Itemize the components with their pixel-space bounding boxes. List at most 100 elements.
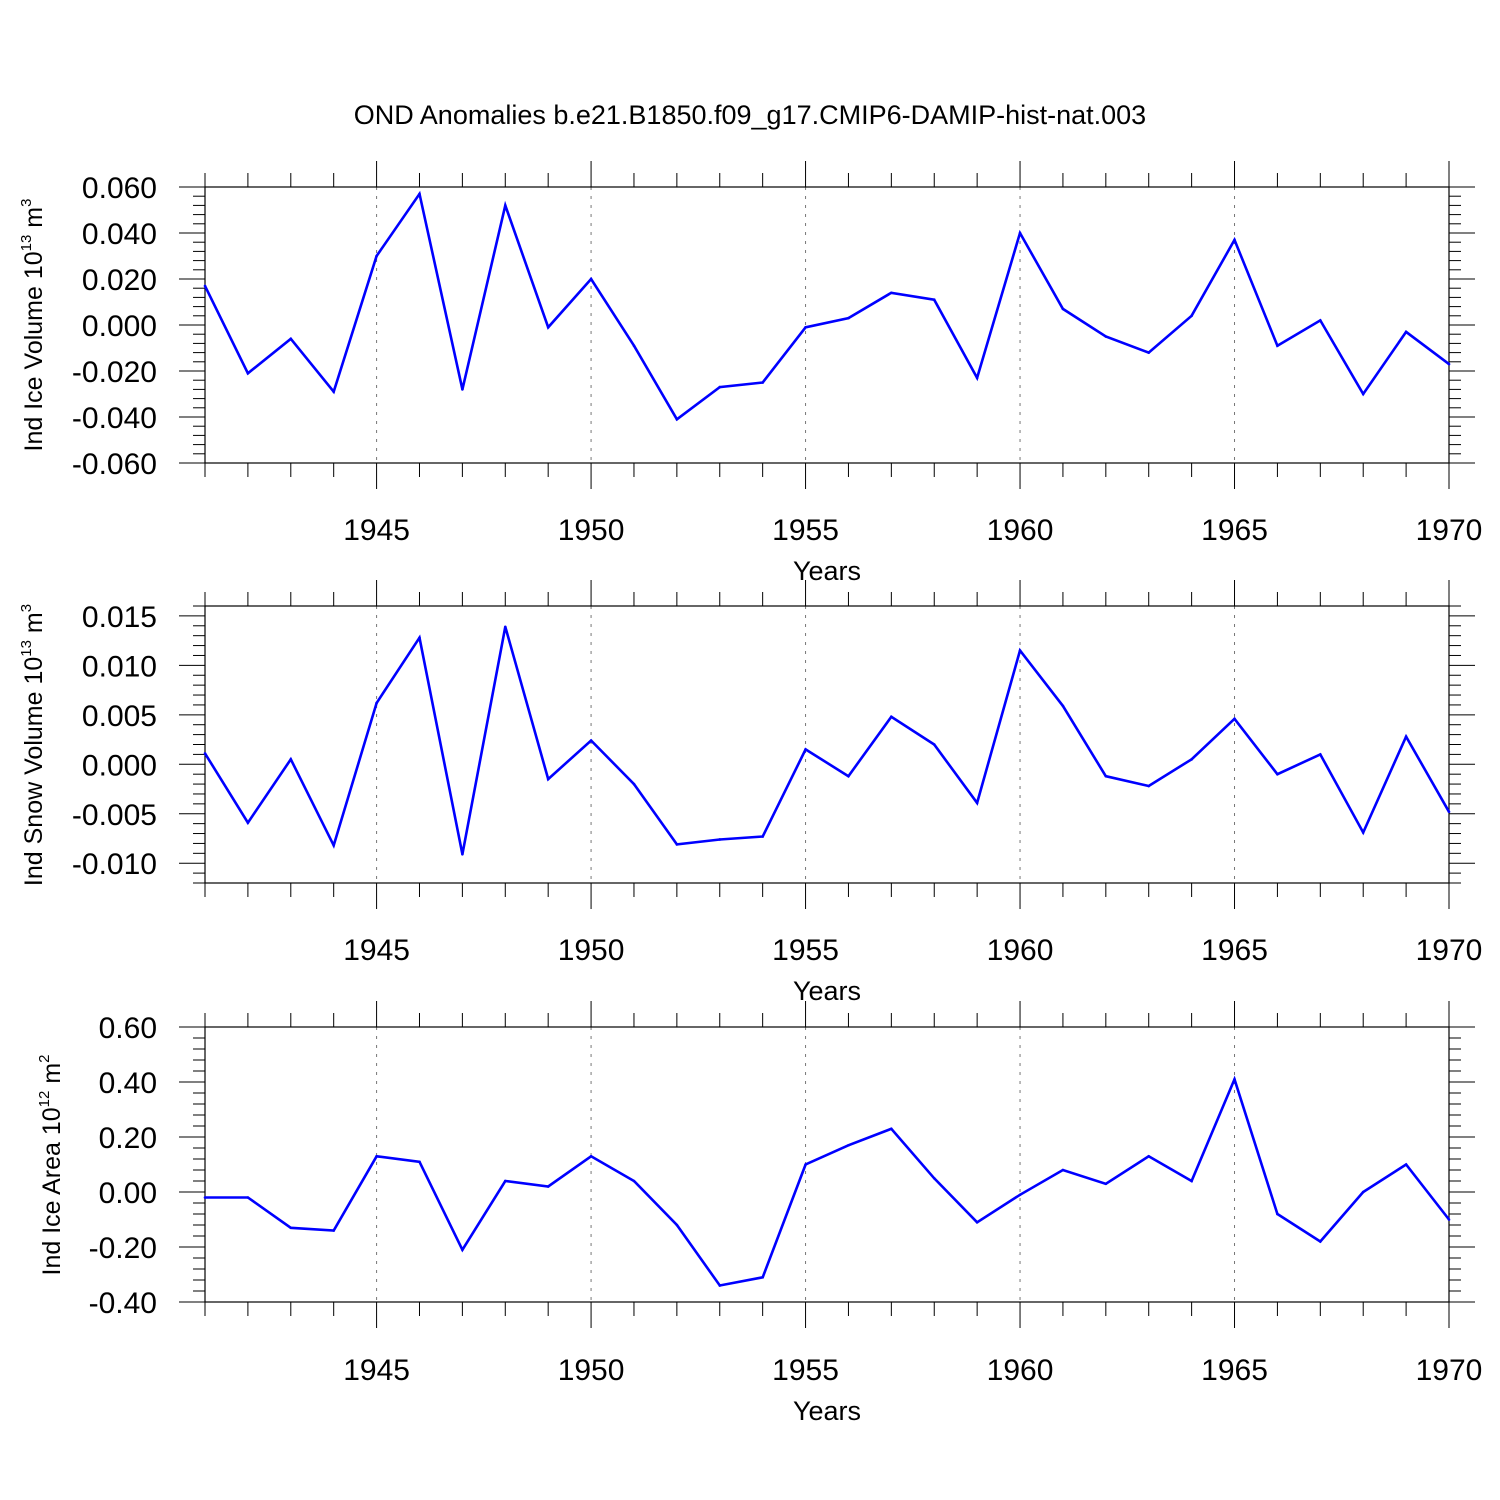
data-point	[1147, 351, 1151, 354]
data-point	[1447, 810, 1451, 814]
plot-frame	[204, 1026, 1450, 1303]
data-point	[718, 1284, 722, 1287]
data-point	[1190, 314, 1193, 318]
data-point	[975, 1220, 979, 1224]
data-point	[203, 752, 207, 755]
data-point	[761, 381, 764, 384]
y-tick-label: 0.015	[82, 601, 157, 634]
data-point	[203, 1196, 207, 1199]
data-point	[1276, 344, 1279, 348]
data-point	[1018, 231, 1022, 235]
data-point	[546, 326, 550, 329]
data-point	[461, 853, 464, 856]
y-tick-label: 0.020	[82, 264, 157, 297]
data-point	[589, 739, 593, 742]
data-point	[1233, 717, 1236, 721]
chart-panel-1: -0.060 -0.040 -0.020 0.000 0.020 0.040 0.060 19…	[18, 161, 1482, 586]
y-tick-label: 0.40	[99, 1067, 157, 1100]
data-point	[418, 192, 421, 196]
x-tick-label: 1955	[772, 514, 839, 547]
data-point	[503, 204, 507, 207]
data-point	[461, 388, 464, 391]
series-line	[203, 626, 1451, 855]
x-tick-label: 1945	[343, 1354, 410, 1387]
data-point	[675, 1223, 679, 1227]
y-tick-label: -0.005	[72, 799, 157, 832]
data-point	[1104, 335, 1108, 338]
x-tick-label: 1955	[772, 1354, 839, 1387]
x-axis-label: Years	[793, 1396, 861, 1426]
y-tick-label: -0.40	[89, 1287, 157, 1320]
plot-frame	[204, 605, 1450, 884]
data-point	[1404, 1163, 1408, 1166]
data-point	[1018, 1193, 1022, 1197]
x-tick-label: 1960	[987, 934, 1054, 967]
data-point	[632, 1179, 636, 1183]
data-point	[546, 777, 550, 781]
data-point	[289, 1226, 293, 1230]
x-axis-label: Years	[793, 976, 861, 1006]
y-tick-label: 0.005	[82, 700, 157, 733]
data-point	[1276, 772, 1279, 776]
data-point	[1233, 238, 1236, 242]
data-point	[675, 418, 679, 421]
data-point	[847, 1143, 850, 1147]
x-tick-label: 1965	[1201, 934, 1268, 967]
y-tick-label: -0.060	[72, 448, 157, 481]
plot-frame	[204, 186, 1450, 464]
data-point	[890, 715, 893, 719]
x-tick-label: 1945	[343, 514, 410, 547]
y-tick-label: -0.020	[72, 356, 157, 389]
data-point	[890, 291, 893, 295]
y-tick-label: 0.60	[99, 1012, 157, 1045]
data-point	[932, 743, 936, 746]
data-point	[1147, 784, 1151, 788]
data-point	[375, 1154, 378, 1158]
data-point	[246, 372, 250, 375]
data-point	[1447, 362, 1451, 366]
y-axis-label: Ind Ice Area 1012 m2	[36, 1055, 66, 1276]
y-axis-label: Ind Ice Volume 1013 m3	[18, 199, 48, 452]
data-point	[1361, 1190, 1365, 1194]
y-tick-label: -0.010	[72, 848, 157, 881]
data-point	[289, 758, 293, 761]
data-point	[589, 1154, 593, 1158]
x-tick-label: 1950	[558, 514, 625, 547]
data-point	[1361, 392, 1365, 396]
data-point	[804, 748, 807, 751]
data-point	[761, 1275, 764, 1279]
data-point	[761, 835, 764, 838]
data-point	[1319, 1240, 1322, 1243]
data-point	[1147, 1154, 1151, 1158]
data-point	[332, 844, 335, 847]
data-point	[289, 337, 293, 341]
data-point	[332, 1229, 335, 1232]
data-point	[847, 774, 850, 778]
y-tick-label: 0.060	[82, 172, 157, 205]
y-tick-label: 0.010	[82, 650, 157, 683]
data-point	[718, 838, 722, 841]
data-point	[461, 1248, 464, 1252]
data-point	[932, 1176, 936, 1180]
data-point	[632, 782, 636, 786]
chart-panel-2: -0.010 -0.005 0.000 0.005 0.010 0.015 1945 1950…	[18, 580, 1482, 1006]
data-point	[718, 385, 722, 389]
data-point	[246, 821, 250, 824]
y-axis-label: Ind Snow Volume 1013 m3	[18, 604, 48, 886]
data-point	[589, 277, 593, 281]
data-point	[418, 1160, 421, 1164]
y-tick-label: 0.00	[99, 1177, 157, 1210]
series-line	[205, 1075, 1451, 1287]
data-point	[890, 1127, 893, 1131]
data-point	[975, 801, 979, 805]
data-point	[932, 298, 936, 302]
x-tick-label: 1960	[987, 1354, 1054, 1387]
x-tick-label: 1965	[1201, 514, 1268, 547]
data-point	[1319, 319, 1322, 322]
data-point	[1361, 831, 1365, 834]
chart-title: OND Anomalies b.e21.B1850.f09_g17.CMIP6-…	[354, 100, 1146, 130]
x-tick-label: 1950	[558, 934, 625, 967]
x-tick-label: 1970	[1416, 514, 1483, 547]
y-tick-label: 0.20	[99, 1122, 157, 1155]
